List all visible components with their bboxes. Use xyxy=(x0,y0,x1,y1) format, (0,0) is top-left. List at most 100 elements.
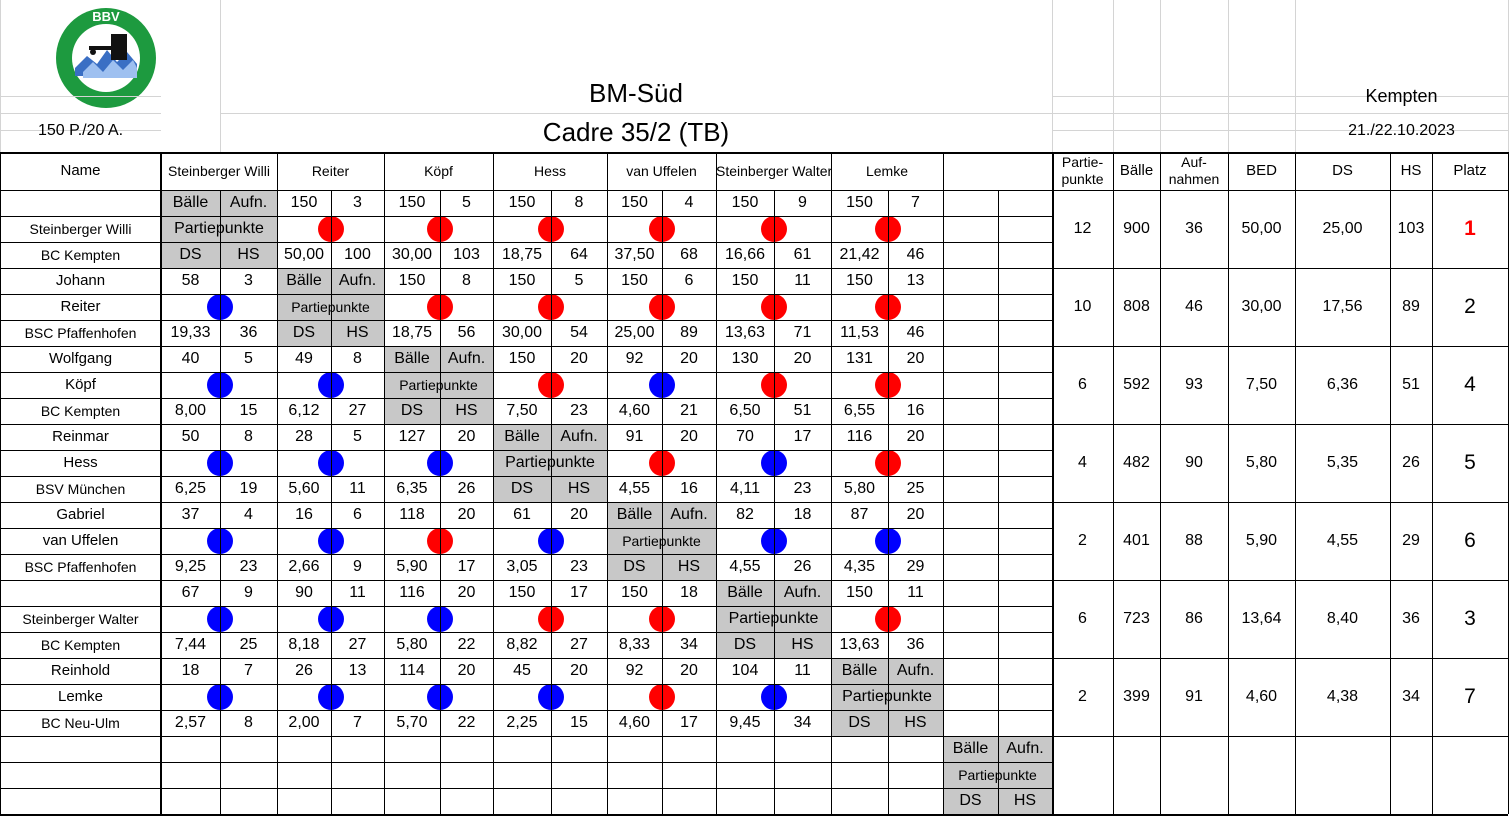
diagonal-block xyxy=(607,502,716,580)
col-line xyxy=(943,152,944,814)
match-balls: 130 xyxy=(731,350,759,367)
diag-label-partiepunkte: Partiepunkte xyxy=(399,377,478,393)
match-balls: 104 xyxy=(731,662,759,679)
diag-label-partiepunkte: Partiepunkte xyxy=(716,606,831,632)
match-hs xyxy=(774,788,831,814)
match-balls: 92 xyxy=(625,662,644,679)
diag-label-innings: Aufn. xyxy=(896,662,935,679)
diag-label-innings: Aufn. xyxy=(338,272,377,289)
row-line xyxy=(0,762,1052,763)
diag-label-innings: Aufn. xyxy=(560,428,598,445)
column-header-aufnahmen: Auf- nahmen xyxy=(1168,154,1220,187)
summary-aufn: 88 xyxy=(1185,532,1203,549)
match-ds: 2,25 xyxy=(506,714,538,731)
match-ds xyxy=(943,554,998,580)
player-club: BC Kempten xyxy=(40,247,121,263)
match-balls: 40 xyxy=(181,350,200,367)
match-balls: 150 xyxy=(508,350,536,367)
column-header-opponent: van Uffelen xyxy=(626,163,697,179)
match-ds xyxy=(943,398,998,424)
match-hs xyxy=(998,320,1052,346)
match-ds: 30,00 xyxy=(501,324,543,341)
match-hs xyxy=(998,476,1052,502)
diag-label-ds: DS xyxy=(292,324,316,341)
row-line xyxy=(0,684,1052,685)
col-line xyxy=(1052,152,1054,814)
row-line xyxy=(0,346,1508,347)
summary-pp: 4 xyxy=(1078,454,1087,471)
table-border xyxy=(0,152,1508,154)
row-line xyxy=(0,216,1052,217)
match-ds: 8,33 xyxy=(618,636,651,653)
player-club: BC Kempten xyxy=(40,403,121,419)
match-hs xyxy=(551,788,607,814)
sheet-gridline xyxy=(0,96,161,97)
bbv-logo xyxy=(56,8,156,108)
sheet-gridline xyxy=(1508,0,1509,152)
match-innings xyxy=(551,736,607,762)
match-innings: 3 xyxy=(244,272,253,289)
summary-pp: 12 xyxy=(1073,220,1092,237)
sheet-gridline xyxy=(220,0,221,152)
summary-baelle xyxy=(1113,736,1160,814)
match-ds: 4,55 xyxy=(618,480,651,497)
row-line xyxy=(0,580,1508,581)
match-ds: 3,05 xyxy=(506,558,538,575)
diag-label-partiepunkte: Partiepunkte xyxy=(505,454,595,471)
match-innings xyxy=(998,580,1052,606)
match-balls xyxy=(943,658,998,684)
match-innings: 20 xyxy=(906,428,925,445)
row-line xyxy=(0,398,1052,399)
diag-label-partiepunkte: Partiepunkte xyxy=(277,294,384,320)
diag-label-partiepunkte: Partiepunkte xyxy=(607,528,716,554)
sheet-gridline xyxy=(1052,130,1508,131)
column-header-partiepunkte: Partie- punkte xyxy=(1061,154,1104,187)
match-innings: 20 xyxy=(680,350,698,367)
match-balls: 28 xyxy=(295,428,313,445)
match-balls: 18 xyxy=(181,662,200,679)
match-balls: 116 xyxy=(846,428,873,445)
summary-hs xyxy=(1390,736,1432,814)
column-header-opponent: Lemke xyxy=(865,163,909,179)
match-hs: 23 xyxy=(793,480,812,497)
player-name: Lemke xyxy=(57,688,104,705)
match-innings: 20 xyxy=(570,506,588,523)
match-innings: 11 xyxy=(907,584,924,601)
match-innings: 20 xyxy=(570,662,588,679)
match-hs: 22 xyxy=(457,714,476,731)
player-name xyxy=(0,736,161,762)
match-hs: 46 xyxy=(906,324,925,341)
row-line xyxy=(0,450,1052,451)
summary-hs: 89 xyxy=(1402,298,1420,315)
match-ds: 30,00 xyxy=(391,246,433,263)
match-hs: 25 xyxy=(239,636,258,653)
summary-platz: 7 xyxy=(1464,685,1476,708)
row-line xyxy=(0,476,1052,477)
summary-hs: 26 xyxy=(1402,454,1420,471)
sheet-gridline xyxy=(0,130,161,131)
match-hs xyxy=(998,398,1052,424)
sheet-gridline xyxy=(1113,0,1114,152)
match-hs: 64 xyxy=(570,246,588,263)
match-innings xyxy=(998,190,1052,216)
col-line xyxy=(998,190,999,814)
summary-aufn xyxy=(1160,736,1228,814)
row-line xyxy=(0,554,1052,555)
column-header-bed: BED xyxy=(1246,162,1277,179)
match-balls xyxy=(161,736,220,762)
match-hs: 17 xyxy=(680,714,698,731)
col-line xyxy=(1390,152,1391,814)
match-ds: 25,00 xyxy=(614,324,655,341)
location-label: Kempten xyxy=(1365,86,1438,106)
match-balls: 87 xyxy=(850,506,869,523)
match-ds xyxy=(943,632,998,658)
player-name: Johann xyxy=(55,272,106,289)
summary-platz xyxy=(1432,736,1508,814)
match-ds: 4,55 xyxy=(729,558,761,575)
diag-label-innings: Aufn. xyxy=(447,350,486,367)
match-innings: 8 xyxy=(574,194,584,211)
summary-bed: 13,64 xyxy=(1241,610,1282,627)
summary-ds: 4,55 xyxy=(1326,532,1359,549)
match-innings: 9 xyxy=(244,584,253,601)
